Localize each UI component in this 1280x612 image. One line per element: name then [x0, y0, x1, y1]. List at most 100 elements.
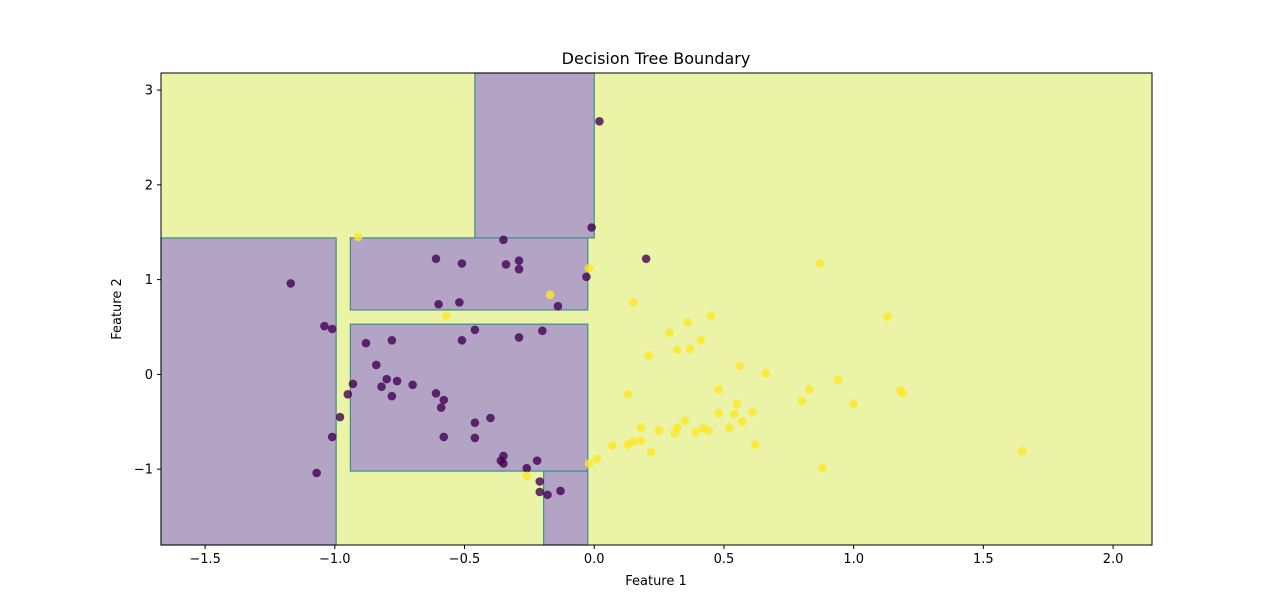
point-class-0 — [595, 117, 604, 126]
point-class-1 — [704, 426, 713, 435]
y-tick-label: 2 — [145, 178, 153, 193]
point-class-0 — [641, 254, 651, 264]
point-class-0 — [387, 391, 397, 401]
y-tick-label: 0 — [145, 368, 153, 383]
point-class-0 — [538, 326, 547, 336]
x-axis-ticks: −1.5 −1.0 −0.5 0.0 0.5 1.0 1.5 2.0 — [189, 545, 1123, 567]
point-class-1 — [833, 375, 843, 385]
point-class-1 — [353, 232, 363, 242]
point-class-0 — [514, 256, 524, 265]
point-class-0 — [470, 433, 480, 443]
point-class-0 — [535, 477, 545, 486]
point-class-0 — [286, 279, 296, 288]
point-class-1 — [849, 399, 858, 409]
point-class-1 — [608, 441, 617, 450]
axes-frame — [160, 72, 1153, 546]
point-class-0 — [361, 338, 371, 348]
point-class-0 — [343, 390, 353, 399]
point-class-1 — [683, 317, 692, 327]
point-class-1 — [584, 459, 594, 468]
y-axis-label: Feature 2 — [110, 278, 125, 340]
point-class-1 — [636, 436, 646, 446]
region-class-0 — [349, 323, 589, 472]
x-tick-label: −0.5 — [449, 552, 481, 567]
x-axis-label: Feature 1 — [625, 574, 687, 589]
point-class-1 — [883, 312, 892, 321]
point-class-1 — [584, 263, 594, 273]
point-class-1 — [1017, 446, 1027, 456]
point-class-0 — [587, 223, 596, 232]
point-class-0 — [486, 413, 495, 423]
point-class-0 — [327, 324, 337, 334]
y-tick-label: −1 — [134, 463, 153, 478]
point-class-1 — [623, 390, 633, 399]
x-tick-label: 0.0 — [584, 552, 605, 567]
point-class-0 — [312, 468, 321, 478]
point-class-1 — [732, 399, 742, 409]
point-class-1 — [680, 416, 690, 426]
point-class-0 — [470, 418, 480, 428]
point-class-0 — [457, 259, 467, 268]
point-class-0 — [514, 333, 524, 342]
point-class-1 — [750, 440, 760, 449]
point-class-1 — [628, 298, 638, 307]
x-tick-label: 1.0 — [843, 552, 864, 567]
x-tick-label: 2.0 — [1103, 552, 1124, 567]
point-class-1 — [623, 440, 633, 449]
point-class-0 — [436, 403, 446, 412]
point-class-1 — [797, 396, 807, 406]
y-tick-label: 1 — [145, 273, 153, 288]
point-class-0 — [582, 272, 591, 282]
point-class-1 — [647, 447, 656, 457]
region-class-0 — [474, 72, 595, 239]
point-class-0 — [431, 254, 441, 264]
point-class-1 — [737, 417, 747, 427]
x-tick-label: −1.0 — [319, 552, 351, 567]
point-class-1 — [735, 361, 744, 371]
point-class-1 — [761, 369, 770, 378]
point-class-0 — [553, 301, 563, 311]
point-class-1 — [691, 427, 700, 437]
point-class-1 — [730, 409, 739, 419]
point-class-0 — [439, 395, 449, 405]
point-class-0 — [372, 360, 381, 370]
point-class-1 — [685, 344, 695, 354]
point-class-1 — [818, 463, 827, 473]
point-class-0 — [499, 459, 508, 468]
region-class-0 — [349, 237, 589, 311]
point-class-1 — [442, 311, 451, 320]
point-class-0 — [499, 235, 508, 245]
point-class-0 — [457, 335, 467, 345]
point-class-0 — [320, 321, 329, 331]
point-class-1 — [636, 423, 646, 432]
decision-regions — [160, 72, 1152, 546]
point-class-1 — [714, 385, 724, 394]
point-class-1 — [665, 328, 674, 337]
point-class-0 — [470, 325, 480, 335]
point-class-1 — [644, 351, 654, 360]
x-tick-label: −1.5 — [189, 552, 221, 567]
point-class-0 — [501, 260, 511, 269]
point-class-1 — [898, 389, 908, 398]
point-class-0 — [377, 382, 386, 392]
x-tick-label: 0.5 — [714, 552, 735, 567]
point-class-0 — [543, 490, 552, 500]
point-class-0 — [382, 374, 391, 384]
point-class-1 — [815, 259, 825, 268]
point-class-0 — [327, 432, 337, 442]
point-class-0 — [335, 412, 345, 422]
scatter-points — [286, 117, 1027, 500]
point-class-1 — [522, 471, 532, 481]
y-tick-label: 3 — [145, 84, 153, 99]
point-class-0 — [532, 456, 542, 465]
point-class-0 — [535, 487, 545, 497]
point-class-0 — [439, 432, 449, 442]
point-class-0 — [455, 298, 464, 307]
point-class-0 — [387, 335, 397, 345]
point-class-1 — [672, 345, 682, 355]
point-class-0 — [431, 389, 441, 398]
point-class-1 — [670, 428, 679, 438]
point-class-0 — [556, 486, 565, 496]
point-class-0 — [514, 264, 524, 274]
